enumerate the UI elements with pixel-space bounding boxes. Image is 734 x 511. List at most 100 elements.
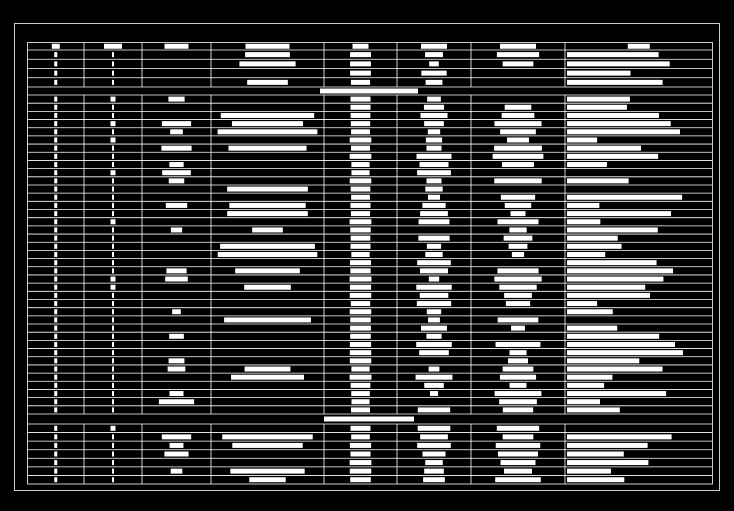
redacted-text [508,358,528,364]
redacted-text [495,442,541,448]
redacted-text [349,153,372,159]
redacted-text [252,227,283,233]
redacted-text [350,243,371,249]
redacted-text [351,391,370,397]
redacted-text [164,451,189,457]
redacted-text [418,235,450,241]
redacted-text [54,407,58,413]
redacted-text [54,434,58,440]
redacted-text [567,219,601,225]
redacted-text [351,170,370,176]
redacted-text [420,211,448,217]
redacted-text [567,235,618,241]
redacted-text [54,399,58,405]
redacted-text [352,43,369,49]
redacted-text [496,425,540,431]
redacted-text [54,301,58,307]
redacted-text [350,121,371,127]
redacted-text [54,104,58,110]
redacted-text [350,451,371,457]
redacted-text [172,309,181,315]
redacted-text [161,145,192,151]
redacted-text [422,451,446,457]
redacted-text [112,252,114,257]
redacted-text [161,121,192,127]
redacted-text [567,52,659,58]
redacted-text [349,137,372,143]
redacted-text [567,374,613,380]
redacted-text [511,252,525,257]
redacted-text [112,309,114,315]
redacted-text [567,252,606,257]
redacted-text [54,170,58,176]
redacted-text [54,358,58,364]
redacted-text [167,366,186,372]
redacted-text [222,434,313,440]
redacted-text [567,104,627,110]
redacted-text [426,333,442,339]
redacted-text [499,284,537,290]
redacted-text [351,194,370,200]
redacted-text [494,391,542,397]
redacted-text [54,61,58,67]
redacted-text [112,333,114,339]
redacted-text [349,178,372,184]
redacted-text [420,112,448,118]
redacted-text [54,129,58,135]
redacted-text [567,268,674,274]
redacted-text [104,43,122,49]
redacted-text [170,227,183,233]
redacted-text [350,301,371,307]
redacted-text [428,366,440,372]
redacted-text [509,350,527,356]
redacted-text [350,79,371,85]
redacted-text [112,61,114,67]
redacted-text [112,442,114,448]
redacted-text [350,317,371,323]
redacted-text [112,129,114,135]
redacted-text [224,317,311,323]
redacted-text [419,350,449,356]
outer-frame [14,23,720,491]
redacted-text [351,399,370,405]
redacted-text [495,477,541,483]
redacted-text [508,243,528,249]
redacted-text [54,70,58,76]
redacted-text [54,451,58,457]
redacted-text [501,112,535,118]
redacted-text [54,442,58,448]
redacted-text [54,382,58,388]
redacted-text [567,350,683,356]
redacted-text [227,211,308,217]
redacted-text [511,325,525,331]
redacted-text [112,104,114,110]
redacted-text [500,460,536,466]
redacted-text [165,276,188,282]
redacted-text [567,61,670,67]
redacted-text [349,292,372,298]
redacted-text [426,145,442,151]
redacted-text [567,129,680,135]
redacted-text [350,235,371,241]
redacted-text [112,325,114,331]
redacted-text [567,477,625,483]
redacted-text [420,434,448,440]
redacted-text [54,79,58,85]
redacted-text [351,145,370,151]
redacted-text [567,153,659,159]
redacted-text [421,70,447,76]
redacted-text [350,477,371,483]
redacted-text [351,366,370,372]
redacted-text [169,442,184,448]
redacted-text [162,170,191,176]
redacted-text [350,425,371,431]
redacted-text [351,407,370,413]
redacted-text [429,61,439,67]
redacted-text [112,358,114,364]
redacted-text [112,391,114,397]
redacted-text [349,276,372,282]
redacted-text [229,202,306,208]
redacted-text [497,219,539,225]
redacted-text [350,382,371,388]
redacted-text [505,301,531,307]
